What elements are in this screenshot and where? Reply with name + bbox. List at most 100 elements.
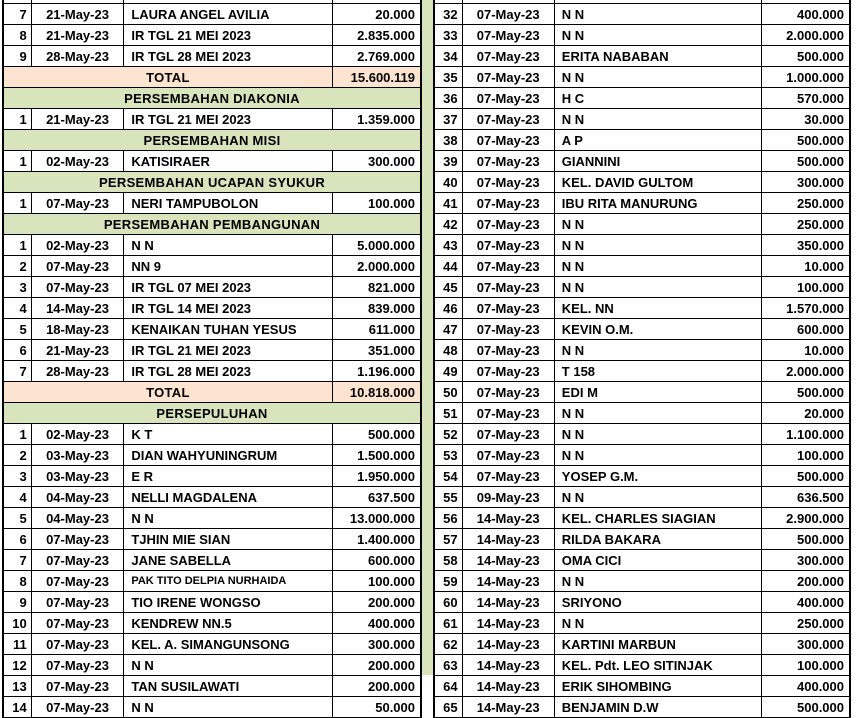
amount-cell[interactable]: 351.000 xyxy=(331,339,422,361)
date-cell[interactable]: 07-May-23 xyxy=(461,213,555,235)
date-cell[interactable]: 07-May-23 xyxy=(30,612,125,634)
date-cell[interactable]: 07-May-23 xyxy=(461,171,555,193)
amount-cell[interactable]: 300.000 xyxy=(331,150,422,172)
section-title-cell[interactable]: PERSEMBAHAN UCAPAN SYUKUR xyxy=(2,171,422,193)
row-number-cell[interactable]: 47 xyxy=(433,318,463,340)
date-cell[interactable]: 04-May-23 xyxy=(30,507,125,529)
date-cell[interactable]: 07-May-23 xyxy=(461,444,555,466)
row-number-cell[interactable]: 33 xyxy=(433,24,463,46)
date-cell[interactable]: 14-May-23 xyxy=(461,654,555,676)
row-number-cell[interactable]: 42 xyxy=(433,213,463,235)
amount-cell[interactable]: 5.000.000 xyxy=(331,234,422,256)
date-cell[interactable]: 07-May-23 xyxy=(30,696,125,718)
amount-cell[interactable]: 636.500 xyxy=(761,486,851,508)
name-cell[interactable]: EDI M xyxy=(553,381,763,403)
amount-cell[interactable]: 200.000 xyxy=(761,570,851,592)
date-cell[interactable]: 07-May-23 xyxy=(30,654,125,676)
row-number-cell[interactable]: 50 xyxy=(433,381,463,403)
total-label-cell[interactable]: TOTAL xyxy=(2,66,333,88)
name-cell[interactable]: IR TGL 14 MEI 2023 xyxy=(123,297,333,319)
row-number-cell[interactable]: 13 xyxy=(2,675,32,697)
amount-cell[interactable]: 1.100.000 xyxy=(761,423,851,445)
row-number-cell[interactable]: 2 xyxy=(2,444,32,466)
name-cell[interactable]: N N xyxy=(553,24,763,46)
amount-cell[interactable]: 500.000 xyxy=(761,150,851,172)
amount-cell[interactable]: 500.000 xyxy=(761,465,851,487)
row-number-cell[interactable]: 37 xyxy=(433,108,463,130)
amount-cell[interactable]: 200.000 xyxy=(331,675,422,697)
date-cell[interactable]: 07-May-23 xyxy=(461,3,555,25)
amount-cell[interactable]: 13.000.000 xyxy=(331,507,422,529)
date-cell[interactable]: 07-May-23 xyxy=(30,255,125,277)
name-cell[interactable]: T 158 xyxy=(553,360,763,382)
name-cell[interactable]: N N xyxy=(123,654,333,676)
name-cell[interactable]: TAN SUSILAWATI xyxy=(123,675,333,697)
row-number-cell[interactable]: 5 xyxy=(2,318,32,340)
date-cell[interactable]: 07-May-23 xyxy=(30,675,125,697)
row-number-cell[interactable]: 34 xyxy=(433,45,463,67)
date-cell[interactable]: 03-May-23 xyxy=(30,444,125,466)
date-cell[interactable]: 07-May-23 xyxy=(461,339,555,361)
date-cell[interactable]: 07-May-23 xyxy=(461,192,555,214)
date-cell[interactable]: 07-May-23 xyxy=(30,570,125,592)
name-cell[interactable]: N N xyxy=(553,66,763,88)
amount-cell[interactable]: 1.950.000 xyxy=(331,465,422,487)
name-cell[interactable]: RILDA BAKARA xyxy=(553,528,763,550)
row-number-cell[interactable]: 63 xyxy=(433,654,463,676)
amount-cell[interactable]: 100.000 xyxy=(761,654,851,676)
section-title-cell[interactable]: PERSEPULUHAN xyxy=(2,402,422,424)
row-number-cell[interactable]: 48 xyxy=(433,339,463,361)
row-number-cell[interactable]: 54 xyxy=(433,465,463,487)
name-cell[interactable]: NELLI MAGDALENA xyxy=(123,486,333,508)
name-cell[interactable]: BENJAMIN D.W xyxy=(553,696,763,718)
date-cell[interactable]: 07-May-23 xyxy=(461,24,555,46)
name-cell[interactable]: NN 9 xyxy=(123,255,333,277)
date-cell[interactable]: 14-May-23 xyxy=(461,570,555,592)
name-cell[interactable]: N N xyxy=(553,234,763,256)
amount-cell[interactable]: 500.000 xyxy=(761,129,851,151)
date-cell[interactable]: 28-May-23 xyxy=(30,360,125,382)
date-cell[interactable]: 14-May-23 xyxy=(461,675,555,697)
name-cell[interactable]: IBU RITA MANURUNG xyxy=(553,192,763,214)
amount-cell[interactable]: 100.000 xyxy=(331,570,422,592)
row-number-cell[interactable]: 1 xyxy=(2,234,32,256)
amount-cell[interactable]: 839.000 xyxy=(331,297,422,319)
name-cell[interactable]: N N xyxy=(123,234,333,256)
name-cell[interactable]: IR TGL 21 MEI 2023 xyxy=(123,339,333,361)
date-cell[interactable]: 14-May-23 xyxy=(461,612,555,634)
name-cell[interactable]: KEL. CHARLES SIAGIAN xyxy=(553,507,763,529)
amount-cell[interactable]: 250.000 xyxy=(761,213,851,235)
total-amount-cell[interactable]: 10.818.000 xyxy=(331,381,422,403)
amount-cell[interactable]: 2.000.000 xyxy=(331,255,422,277)
row-number-cell[interactable]: 11 xyxy=(2,633,32,655)
date-cell[interactable]: 21-May-23 xyxy=(30,339,125,361)
amount-cell[interactable]: 2.000.000 xyxy=(761,24,851,46)
amount-cell[interactable]: 30.000 xyxy=(761,108,851,130)
name-cell[interactable]: TJHIN MIE SIAN xyxy=(123,528,333,550)
row-number-cell[interactable]: 35 xyxy=(433,66,463,88)
amount-cell[interactable]: 10.000 xyxy=(761,339,851,361)
name-cell[interactable]: LAURA ANGEL AVILIA xyxy=(123,3,333,25)
name-cell[interactable]: ERITA NABABAN xyxy=(553,45,763,67)
row-number-cell[interactable]: 10 xyxy=(2,612,32,634)
row-number-cell[interactable]: 1 xyxy=(2,150,32,172)
row-number-cell[interactable]: 8 xyxy=(2,570,32,592)
row-number-cell[interactable]: 61 xyxy=(433,612,463,634)
date-cell[interactable]: 07-May-23 xyxy=(461,255,555,277)
date-cell[interactable]: 07-May-23 xyxy=(30,192,125,214)
amount-cell[interactable]: 500.000 xyxy=(761,528,851,550)
date-cell[interactable]: 04-May-23 xyxy=(30,486,125,508)
row-number-cell[interactable]: 6 xyxy=(2,339,32,361)
amount-cell[interactable]: 570.000 xyxy=(761,87,851,109)
date-cell[interactable]: 07-May-23 xyxy=(461,234,555,256)
date-cell[interactable]: 21-May-23 xyxy=(30,108,125,130)
amount-cell[interactable]: 500.000 xyxy=(331,423,422,445)
section-title-cell[interactable]: PERSEMBAHAN PEMBANGUNAN xyxy=(2,213,422,235)
amount-cell[interactable]: 2.000.000 xyxy=(761,360,851,382)
row-number-cell[interactable]: 38 xyxy=(433,129,463,151)
row-number-cell[interactable]: 41 xyxy=(433,192,463,214)
amount-cell[interactable]: 500.000 xyxy=(761,381,851,403)
amount-cell[interactable]: 10.000 xyxy=(761,255,851,277)
name-cell[interactable]: N N xyxy=(553,444,763,466)
row-number-cell[interactable]: 14 xyxy=(2,696,32,718)
